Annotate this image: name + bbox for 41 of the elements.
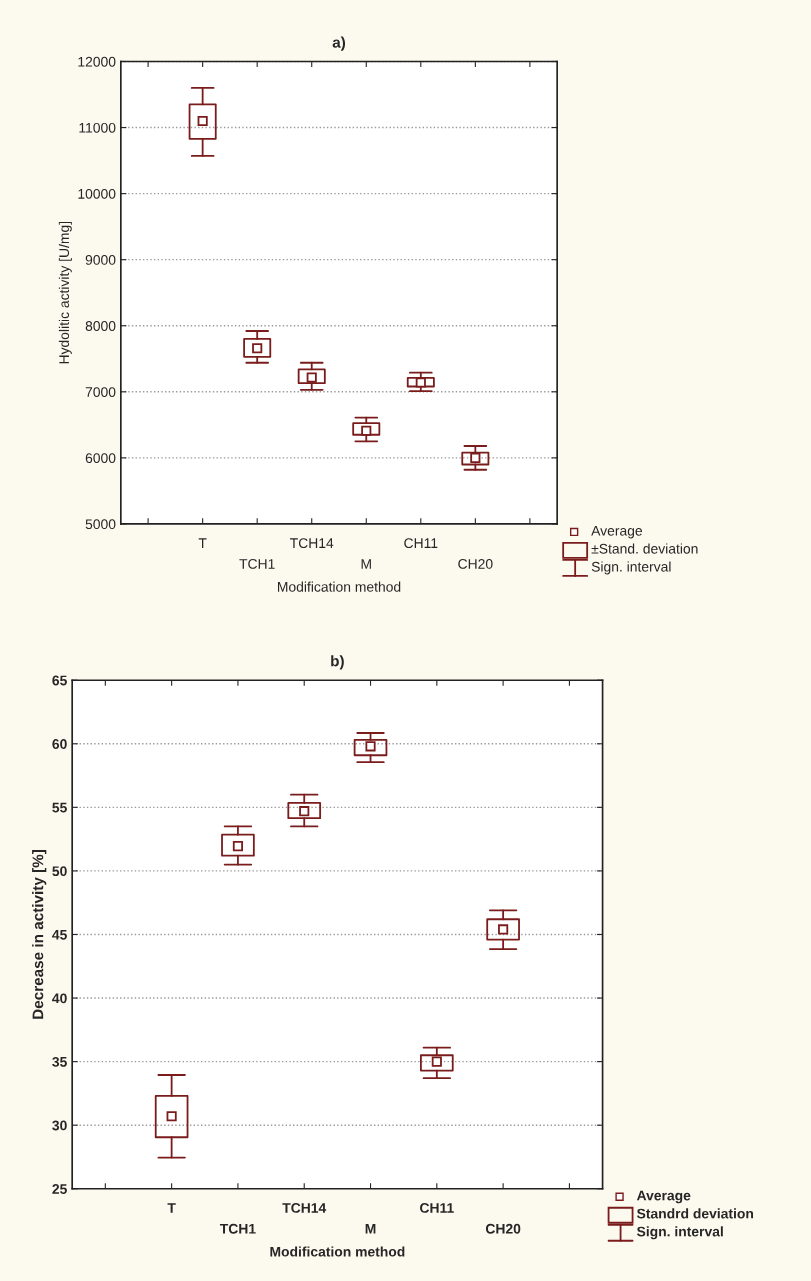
y-tick-label: 50 bbox=[52, 866, 67, 877]
chart-title: b) bbox=[331, 655, 344, 670]
y-tick-label: 55 bbox=[52, 802, 67, 813]
y-tick-label: 30 bbox=[52, 1120, 67, 1131]
y-tick-label: 6000 bbox=[85, 453, 116, 464]
text: ±Stand. deviation bbox=[591, 543, 698, 554]
y-axis-title: Decrease in activity [%] bbox=[32, 850, 47, 1019]
x-axis-title: Modification method bbox=[270, 1246, 405, 1257]
y-tick-label: 11000 bbox=[79, 122, 116, 133]
text: Average bbox=[636, 1190, 691, 1204]
x-axis-title: Modification method bbox=[277, 581, 401, 592]
y-tick-label: 65 bbox=[52, 675, 67, 686]
x-tick-label: TCH1 bbox=[239, 559, 275, 569]
x-tick-label: T bbox=[167, 1203, 176, 1213]
y-tick-label: 25 bbox=[52, 1184, 67, 1194]
x-tick-label: CH11 bbox=[404, 538, 438, 549]
chart-title: a) bbox=[332, 36, 346, 51]
y-tick-label: 40 bbox=[52, 993, 67, 1004]
x-tick-label: M bbox=[365, 1224, 376, 1234]
y-tick-label: 12000 bbox=[78, 56, 116, 67]
x-tick-label: CH11 bbox=[420, 1203, 454, 1213]
x-tick-label: TCH1 bbox=[219, 1223, 256, 1234]
x-tick-label: T bbox=[198, 538, 207, 548]
y-tick-label: 60 bbox=[52, 739, 67, 749]
text: Sign. interval bbox=[591, 561, 671, 575]
x-tick-label: CH20 bbox=[458, 559, 493, 569]
y-tick-label: 45 bbox=[52, 929, 67, 940]
text: Average bbox=[591, 525, 643, 539]
x-tick-label: CH20 bbox=[485, 1223, 521, 1234]
x-tick-label: M bbox=[361, 559, 371, 569]
y-tick-label: 5000 bbox=[85, 519, 116, 530]
y-tick-label: 8000 bbox=[85, 321, 116, 331]
y-tick-label: 7000 bbox=[85, 387, 116, 397]
y-tick-label: 9000 bbox=[85, 255, 116, 265]
y-axis-title: Hydolitic activity [U/mg] bbox=[58, 221, 72, 364]
text: Sign. interval bbox=[636, 1226, 723, 1240]
y-tick-label: 35 bbox=[52, 1056, 67, 1067]
y-tick-label: 10000 bbox=[78, 188, 116, 199]
x-tick-label: TCH14 bbox=[290, 538, 334, 549]
text: Standrd deviation bbox=[636, 1208, 754, 1219]
x-tick-label: TCH14 bbox=[282, 1203, 327, 1213]
